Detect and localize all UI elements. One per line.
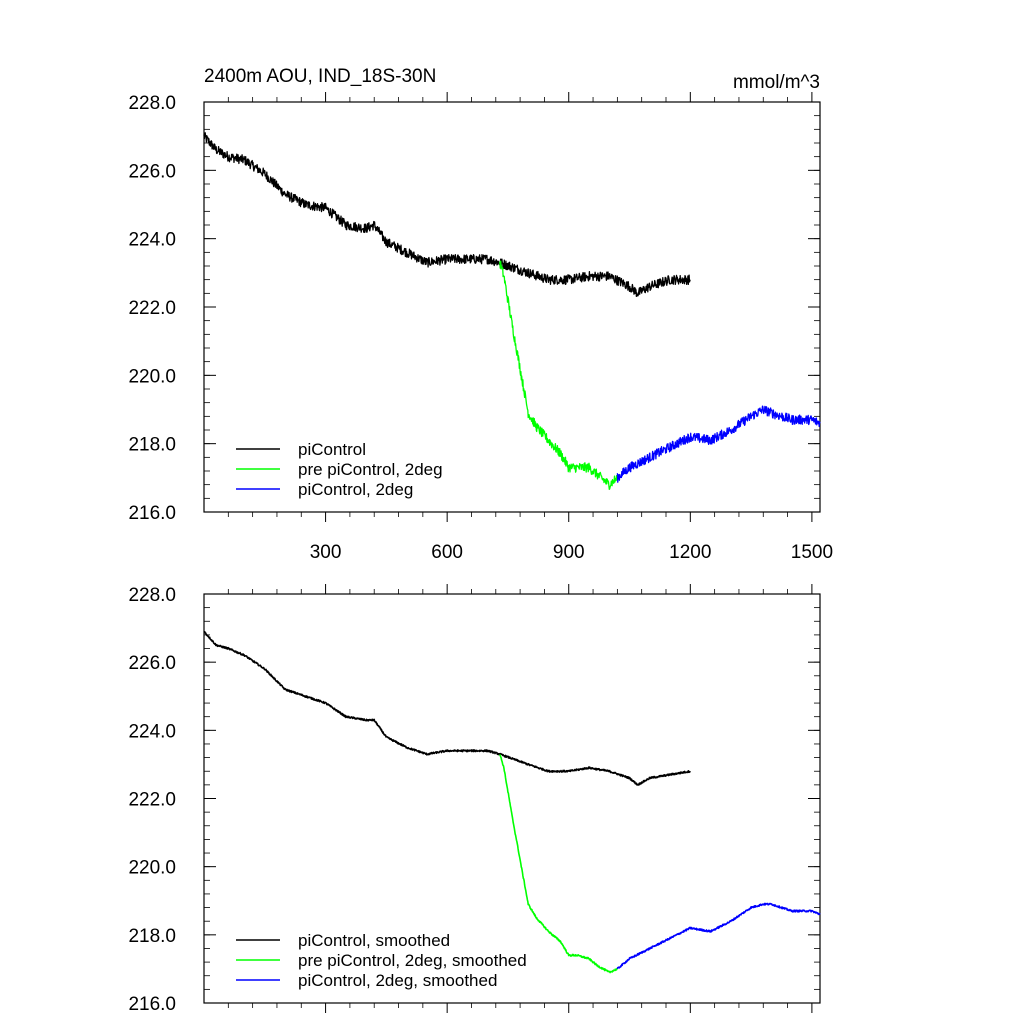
y-tick-label: 222.0 — [128, 790, 176, 811]
x-tick-label: 1500 — [791, 542, 833, 563]
y-tick-label: 226.0 — [128, 161, 176, 182]
x-tick-label: 1200 — [669, 542, 711, 563]
y-tick-label: 216.0 — [128, 503, 176, 524]
y-tick-label: 224.0 — [128, 230, 176, 251]
legend-label-1: piControl, smoothed — [298, 931, 450, 950]
chart-panel-2: 216.0 218.0 220.0 222.0 224.0 226.0 228.0 piCon… — [128, 584, 821, 1015]
chart-title: 2400m AOU, IND_18S-30N — [204, 66, 436, 87]
y-tick-label: 224.0 — [128, 721, 176, 742]
x-tick-label: 600 — [431, 542, 463, 563]
series-line-2 — [499, 754, 618, 974]
legend-label-1: piControl — [298, 440, 366, 459]
series-line-1 — [203, 132, 691, 298]
legend-label-2: pre piControl, 2deg — [298, 460, 443, 479]
y-tick-label: 222.0 — [128, 298, 176, 319]
x-tick-label: 900 — [553, 542, 585, 563]
series-line-3 — [616, 405, 821, 483]
y-tick-label: 218.0 — [128, 926, 176, 947]
plot-frame — [203, 101, 821, 513]
series-line-3 — [616, 902, 821, 970]
y-tick-label: 228.0 — [128, 93, 176, 114]
series-line-1 — [203, 630, 691, 786]
y-tick-label: 218.0 — [128, 435, 176, 456]
y-tick-label: 216.0 — [128, 994, 176, 1015]
chart-panel-1: 216.0 218.0 220.0 222.0 224.0 226.0 228.0 300 60… — [128, 66, 833, 563]
y-tick-label: 220.0 — [128, 858, 176, 879]
legend-label-2: pre piControl, 2deg, smoothed — [298, 951, 527, 970]
plot-frame — [203, 593, 821, 1004]
y-tick-label: 226.0 — [128, 653, 176, 674]
x-tick-label: 300 — [310, 542, 342, 563]
y-tick-label: 220.0 — [128, 366, 176, 387]
y-tick-label: 228.0 — [128, 585, 176, 606]
legend-label-3: piControl, 2deg — [298, 480, 413, 499]
series-line-2 — [499, 260, 619, 491]
legend-label-3: piControl, 2deg, smoothed — [298, 971, 497, 990]
chart-units: mmol/m^3 — [733, 72, 820, 93]
